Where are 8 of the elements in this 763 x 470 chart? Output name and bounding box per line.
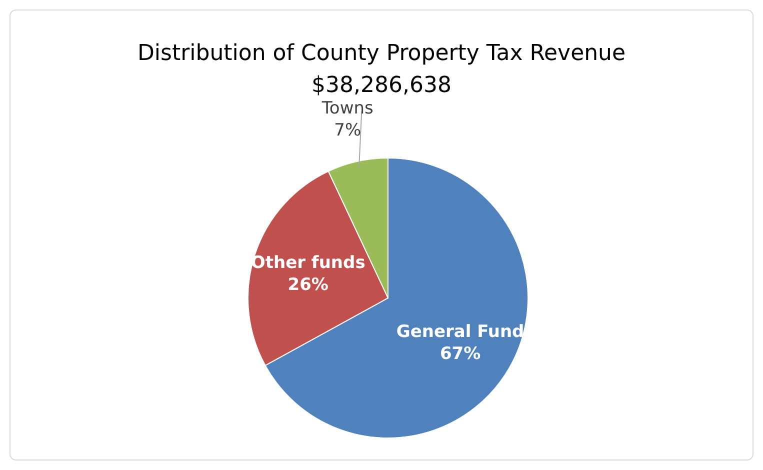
- data-label: 67%: [440, 344, 481, 364]
- chart-subtitle: $38,286,638: [312, 73, 452, 98]
- chart-title: Distribution of County Property Tax Revenue: [137, 41, 626, 66]
- data-label: 26%: [288, 275, 328, 296]
- data-label: 7%: [334, 120, 362, 140]
- slice-label: Other funds: [250, 253, 366, 274]
- slice-label: Towns: [320, 98, 374, 118]
- slice-label: General Fund: [396, 322, 524, 342]
